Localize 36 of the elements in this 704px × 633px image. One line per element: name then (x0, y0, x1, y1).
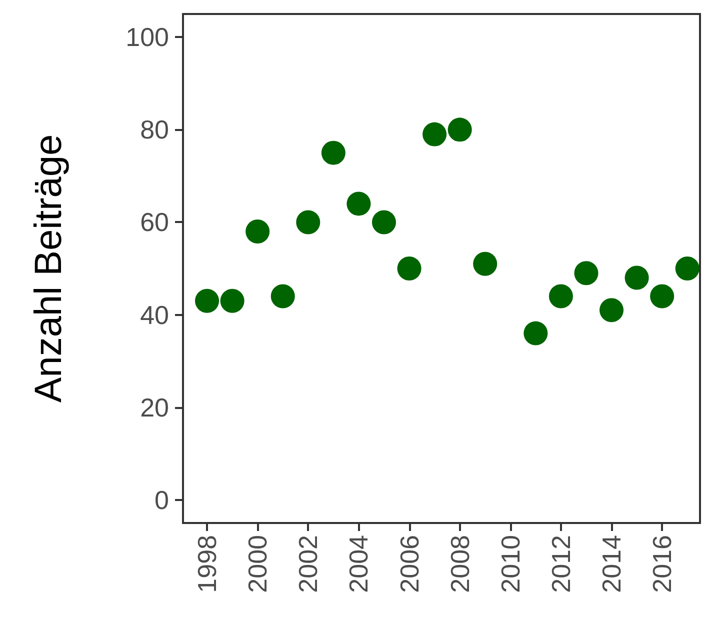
point (650, 284, 674, 308)
x-tick-label: 2006 (394, 535, 424, 593)
x-tick-label: 2012 (546, 535, 576, 593)
y-tick-label: 0 (154, 484, 169, 515)
x-tick-label: 2008 (444, 535, 475, 593)
x-tick-label: 1998 (192, 535, 222, 593)
point (624, 266, 649, 290)
point (296, 210, 320, 234)
point (473, 252, 498, 276)
point (220, 288, 244, 313)
point (195, 288, 220, 313)
y-tick-label: 80 (140, 114, 169, 145)
point (448, 118, 472, 142)
y-tick-label: 60 (140, 207, 169, 238)
x-tick-label: 2002 (293, 535, 324, 593)
point (422, 122, 447, 146)
y-tick-label: 20 (140, 392, 169, 422)
y-axis-title: Anzahl Beiträge (28, 134, 70, 403)
point (574, 261, 598, 286)
x-tick-label: 2004 (344, 535, 374, 593)
point (372, 210, 396, 234)
x-tick-label: 2000 (242, 535, 273, 593)
point (600, 298, 624, 322)
point (270, 284, 295, 308)
point (548, 284, 573, 308)
y-tick-label: 40 (140, 300, 169, 330)
point (524, 321, 548, 346)
x-tick-label: 2010 (495, 535, 526, 593)
point (675, 256, 700, 280)
point (346, 192, 371, 216)
point (397, 256, 422, 280)
x-tick-label: 2014 (596, 535, 627, 593)
x-tick-label: 2016 (647, 535, 678, 593)
point (321, 140, 346, 165)
y-tick-label: 100 (126, 22, 169, 52)
point (246, 219, 270, 244)
